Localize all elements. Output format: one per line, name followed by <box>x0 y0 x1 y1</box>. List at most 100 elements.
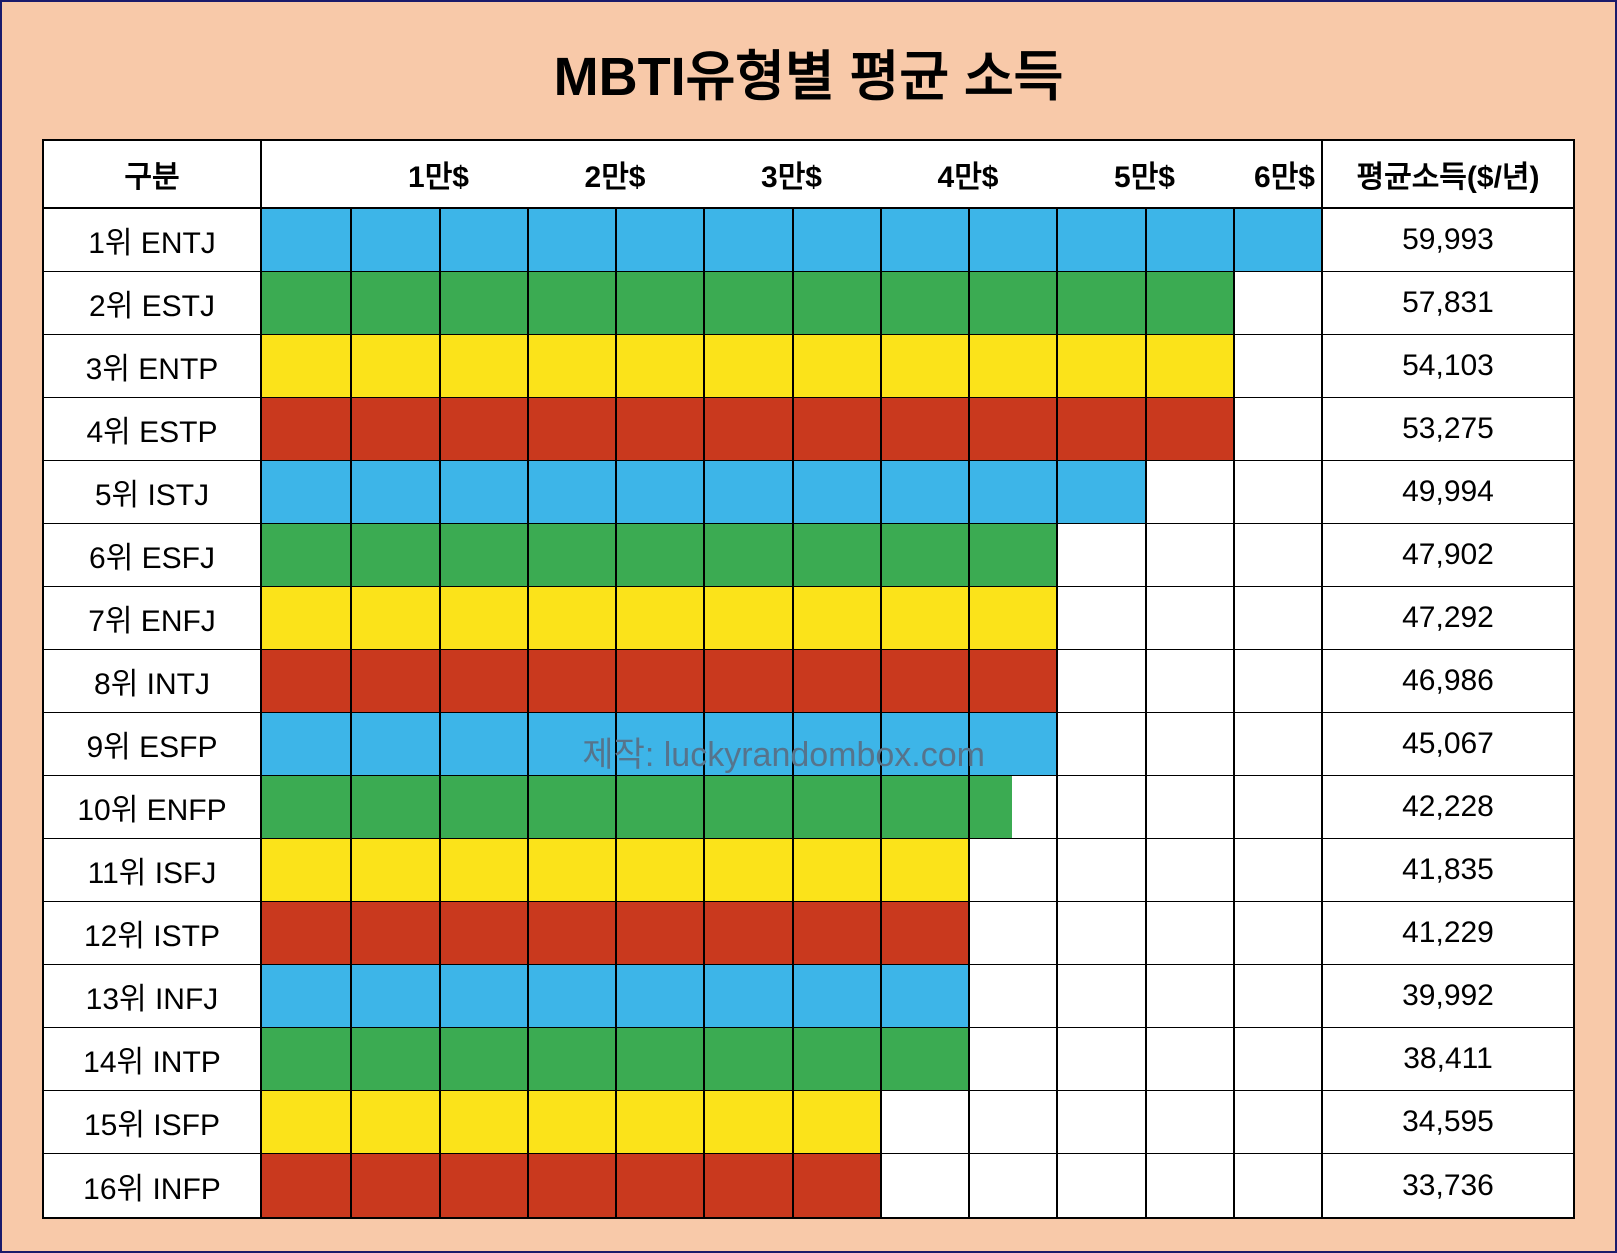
grid-line <box>792 335 794 397</box>
grid-line <box>1056 335 1058 397</box>
grid-line <box>350 587 352 649</box>
grid-line <box>792 398 794 460</box>
grid-line <box>350 1028 352 1090</box>
grid-line <box>1233 965 1235 1027</box>
grid-line <box>1145 209 1147 271</box>
grid-line <box>1233 272 1235 334</box>
grid-line <box>1056 272 1058 334</box>
grid-line <box>1233 335 1235 397</box>
grid-line <box>615 335 617 397</box>
grid-line <box>880 587 882 649</box>
grid-line <box>880 461 882 523</box>
grid-line <box>703 650 705 712</box>
grid-line <box>703 839 705 901</box>
axis-tick: 5만$ <box>1114 152 1175 196</box>
bar-cell <box>262 209 1323 271</box>
rank-label: 13위 INFJ <box>44 965 262 1027</box>
rank-label: 7위 ENFJ <box>44 587 262 649</box>
income-value: 53,275 <box>1323 398 1573 460</box>
income-value: 34,595 <box>1323 1091 1573 1153</box>
grid-line <box>1056 587 1058 649</box>
grid-line <box>350 965 352 1027</box>
rank-label: 6위 ESFJ <box>44 524 262 586</box>
income-bar <box>262 335 1233 397</box>
grid-line <box>527 902 529 964</box>
header-category: 구분 <box>44 141 262 207</box>
rank-label: 3위 ENTP <box>44 335 262 397</box>
grid-line <box>880 713 882 775</box>
grid-line <box>792 1028 794 1090</box>
grid-line <box>1056 524 1058 586</box>
grid-line <box>880 209 882 271</box>
grid-line <box>1233 524 1235 586</box>
rank-label: 15위 ISFP <box>44 1091 262 1153</box>
grid-line <box>527 587 529 649</box>
grid-line <box>1233 209 1235 271</box>
grid-line <box>615 713 617 775</box>
grid-line <box>1233 713 1235 775</box>
bar-cell <box>262 272 1323 334</box>
header-value: 평균소득($/년) <box>1323 141 1573 207</box>
bar-cell <box>262 713 1323 775</box>
bar-cell <box>262 839 1323 901</box>
grid-line <box>615 965 617 1027</box>
table-row: 12위 ISTP41,229 <box>44 902 1573 965</box>
table-row: 1위 ENTJ59,993 <box>44 209 1573 272</box>
grid-line <box>880 1091 882 1153</box>
grid-line <box>1056 713 1058 775</box>
grid-line <box>350 839 352 901</box>
rank-label: 14위 INTP <box>44 1028 262 1090</box>
grid-line <box>968 524 970 586</box>
grid-line <box>350 335 352 397</box>
chart-frame: MBTI유형별 평균 소득 구분 1만$2만$3만$4만$5만$6만$ 평균소득… <box>0 0 1617 1253</box>
grid-line <box>615 776 617 838</box>
grid-line <box>968 839 970 901</box>
income-bar <box>262 650 1056 712</box>
chart-title: MBTI유형별 평균 소득 <box>42 32 1575 111</box>
income-value: 49,994 <box>1323 461 1573 523</box>
grid-line <box>703 1154 705 1217</box>
grid-line <box>703 965 705 1027</box>
grid-line <box>968 902 970 964</box>
grid-line <box>880 839 882 901</box>
grid-line <box>1056 839 1058 901</box>
bar-cell <box>262 335 1323 397</box>
grid-line <box>439 650 441 712</box>
income-value: 57,831 <box>1323 272 1573 334</box>
grid-line <box>350 524 352 586</box>
bar-cell <box>262 1154 1323 1217</box>
grid-line <box>527 713 529 775</box>
table-row: 2위 ESTJ 57,831 <box>44 272 1573 335</box>
income-bar <box>262 524 1056 586</box>
rank-label: 5위 ISTJ <box>44 461 262 523</box>
grid-line <box>439 902 441 964</box>
grid-line <box>703 461 705 523</box>
grid-line <box>1056 209 1058 271</box>
grid-line <box>439 713 441 775</box>
income-value: 33,736 <box>1323 1154 1573 1217</box>
grid-line <box>880 272 882 334</box>
income-bar <box>262 1154 880 1217</box>
axis-tick: 3만$ <box>761 152 822 196</box>
bar-cell <box>262 902 1323 964</box>
grid-line <box>968 587 970 649</box>
grid-line <box>792 713 794 775</box>
grid-line <box>1233 1091 1235 1153</box>
grid-line <box>1145 398 1147 460</box>
grid-line <box>527 1028 529 1090</box>
grid-line <box>1056 461 1058 523</box>
grid-line <box>439 776 441 838</box>
grid-line <box>1145 587 1147 649</box>
grid-line <box>350 1091 352 1153</box>
bar-cell <box>262 650 1323 712</box>
grid-line <box>439 335 441 397</box>
grid-line <box>615 398 617 460</box>
table-row: 14위 INTP38,411 <box>44 1028 1573 1091</box>
grid-line <box>1056 1028 1058 1090</box>
income-bar <box>262 272 1233 334</box>
grid-line <box>968 776 970 838</box>
grid-line <box>439 587 441 649</box>
income-value: 46,986 <box>1323 650 1573 712</box>
rank-label: 2위 ESTJ <box>44 272 262 334</box>
grid-line <box>1145 839 1147 901</box>
